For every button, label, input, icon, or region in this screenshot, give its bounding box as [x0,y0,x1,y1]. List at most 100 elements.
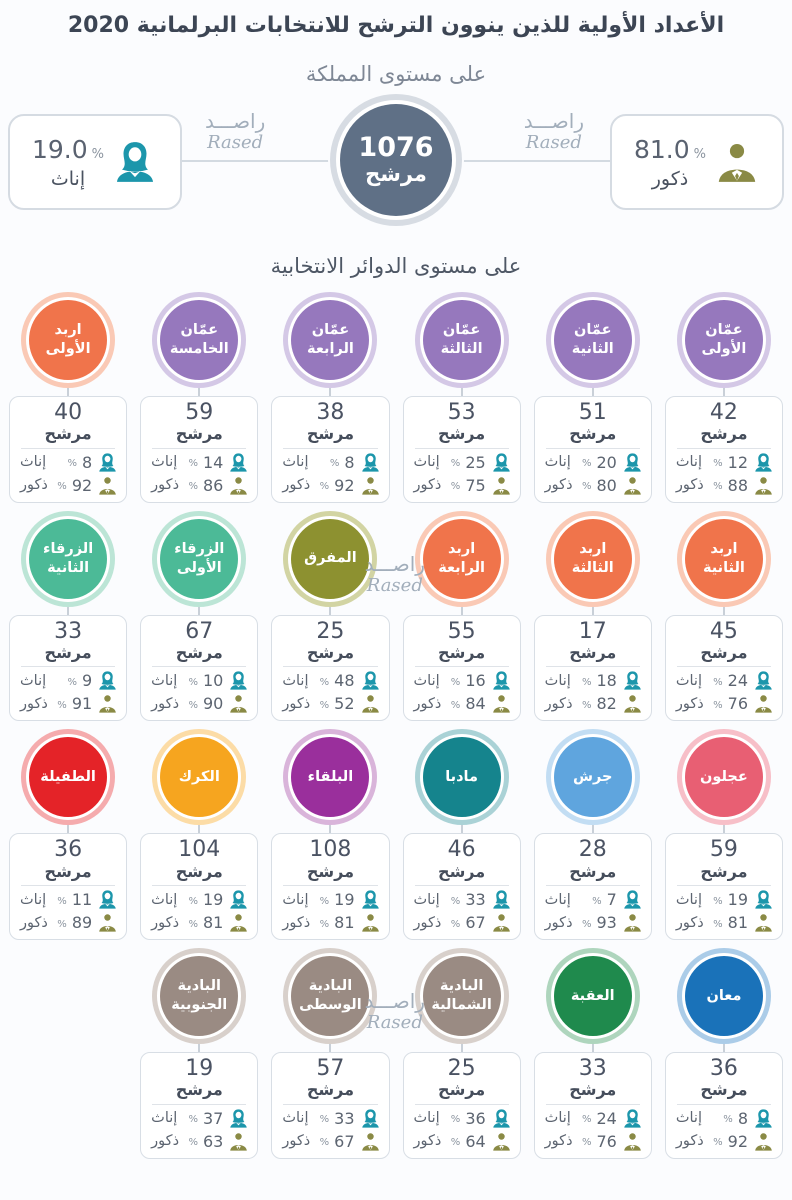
divider [152,447,247,449]
percent-sign: % [188,676,198,688]
male-label: ذكور [413,477,442,494]
connector-line [67,380,70,396]
male-stat-row: 52 % ذكور [277,693,383,714]
female-icon [622,889,643,910]
female-percent: 19 [727,890,748,910]
district-card: البادية الوسطى 57 مرشح 33 % إناث 67 % [271,946,390,1159]
percent-sign: % [91,146,105,162]
male-percent: 82 [596,694,617,714]
female-icon [97,452,118,473]
percent-sign: % [450,458,461,470]
male-icon [228,912,249,933]
male-label: ذكور [151,477,180,494]
kingdom-section-heading: على مستوى المملكة [305,62,487,86]
candidate-unit-label: مرشح [700,424,748,444]
female-icon [360,670,381,691]
candidate-unit-label: مرشح [175,1080,223,1100]
female-percent: 12 [727,452,748,472]
divider [414,666,509,668]
district-circle: المفرق [291,518,370,599]
candidate-unit-label: مرشح [438,424,486,444]
female-label: إناث [675,891,702,908]
divider [21,885,116,887]
female-percent: 33 [334,1108,355,1128]
percent-sign: % [188,1114,198,1126]
male-label: ذكور [20,695,48,712]
candidate-count: 57 [316,1056,345,1082]
female-label: إناث [413,672,440,689]
male-icon [360,912,381,933]
female-label: إناث [413,454,440,471]
divider [152,885,247,887]
female-stat-row: 24 % إناث [540,1108,646,1129]
female-icon [112,139,158,185]
percent-sign: % [723,1114,733,1126]
district-circle: عجلون [684,737,763,818]
male-percent: 63 [202,1131,224,1151]
male-percent: 92 [71,475,93,495]
female-percent: 18 [596,671,617,691]
candidate-count: 59 [185,400,214,425]
rased-watermark-arabic: راصـــد [523,109,584,133]
district-circle: اربد الثانية [684,518,763,599]
district-card: البادية الشمالية 25 مرشح 36 % إناث 64 % [402,946,521,1159]
male-percent: 84 [465,694,486,714]
divider [283,447,378,449]
total-candidates-circle: 1076 مرشح [340,104,452,216]
divider [414,1103,509,1105]
male-icon [753,475,774,496]
divider [676,885,771,887]
male-label: ذكور [675,695,704,712]
divider [283,885,378,887]
connector-line [198,380,201,396]
percent-sign: % [450,1137,461,1149]
male-percent: 64 [465,1131,486,1151]
connector-line [722,1036,725,1053]
male-percent: 81 [202,913,224,933]
district-stat-box: 36 مرشح 8 % إناث 92 % ذكور [664,1052,783,1159]
candidate-unit-label: مرشح [700,1080,748,1100]
male-label: ذكور [20,477,48,494]
rased-watermark-arabic: راصـــد [205,109,266,133]
male-stat-row: 92 % ذكور [15,475,121,496]
district-card: الكرك 104 مرشح 19 % إناث 81 % ذكور [140,727,259,941]
percent-sign: % [450,481,461,493]
female-stat-row: 36 % إناث [409,1108,515,1129]
connector-line [591,380,594,396]
percent-sign: % [319,1114,330,1126]
female-label: إناث [151,1110,178,1127]
male-label: ذكور [413,1133,442,1150]
candidate-count: 67 [185,618,214,644]
divider [21,666,116,668]
male-icon [228,1131,249,1152]
male-icon [491,1131,512,1152]
percent-sign: % [713,918,723,930]
male-percent: 80 [596,475,617,495]
district-card: المفرق 25 مرشح 48 % إناث 52 % ذكور [271,509,390,722]
female-label: إناث [20,891,47,908]
male-icon [97,912,118,933]
male-stat-row: 92 % ذكور [671,1131,777,1152]
female-label: إناث [50,167,86,190]
district-stat-box: 108 مرشح 19 % إناث 81 % ذكور [271,833,390,941]
female-total-card: 19.0 % إناث [8,114,182,210]
female-label: إناث [20,672,47,689]
female-percent: 37 [202,1108,224,1128]
divider [545,447,640,449]
rased-watermark: راصـــد Rased [205,110,265,154]
percent-sign: % [581,1137,592,1149]
female-percent: 33 [465,890,486,910]
candidate-unit-label: مرشح [306,861,354,881]
percent-sign: % [581,481,592,493]
district-circle: البادية الجنوبية [160,956,239,1037]
district-card: البلقاء 108 مرشح 19 % إناث 81 % ذكور [271,727,390,941]
percent-sign: % [319,676,330,688]
connector-line [722,380,725,396]
female-label: إناث [544,672,571,689]
male-stat-row: 81 % ذكور [277,912,383,933]
male-percent: 93 [596,913,617,933]
total-candidates-unit: مرشح [365,162,427,187]
female-stat-row: 10 % إناث [146,670,252,691]
male-icon [228,693,249,714]
district-stat-box: 53 مرشح 25 % إناث 75 % ذكور [402,396,521,503]
